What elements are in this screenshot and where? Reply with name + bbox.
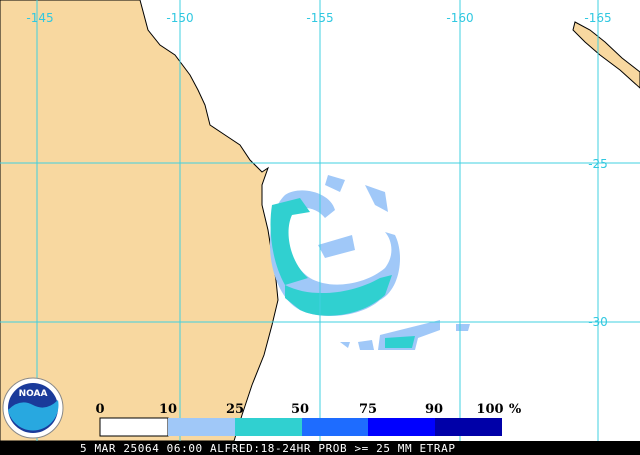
legend-label: 90 (425, 402, 443, 417)
lon-label: -160 (446, 11, 473, 25)
prob-10 (318, 235, 355, 258)
precipitation (270, 175, 470, 350)
legend-swatch (235, 418, 302, 436)
logo-text: NOAA (19, 389, 48, 399)
lat-label: -25 (588, 157, 608, 171)
legend-swatch (99, 417, 169, 437)
prob-10 (325, 175, 388, 212)
legend-label: 25 (226, 402, 244, 417)
prob-10 (340, 324, 470, 350)
lon-label: -165 (584, 11, 611, 25)
prob-25 (270, 198, 310, 285)
prob-25 (285, 275, 392, 316)
legend-label: 0 (95, 402, 104, 417)
legend-swatch (168, 418, 235, 436)
legend-unit: % (509, 402, 522, 417)
lon-label: -145 (26, 11, 53, 25)
noaa-logo: NOAA (2, 377, 64, 439)
legend-label: 75 (359, 402, 377, 417)
legend-label: 100 (476, 402, 503, 417)
land-new-caledonia (572, 21, 640, 89)
footer-text: 5 MAR 25064 06:00 ALFRED:18-24HR PROB >=… (80, 442, 456, 455)
legend-label: 10 (159, 402, 177, 417)
lat-label: -30 (588, 315, 608, 329)
graticule (0, 0, 640, 441)
legend-swatch (368, 418, 435, 436)
lon-label: -150 (166, 11, 193, 25)
legend-swatch (302, 418, 368, 436)
footer-bar (0, 441, 640, 455)
lon-label: -155 (306, 11, 333, 25)
legend-swatch (435, 418, 502, 436)
prob-25 (385, 336, 415, 348)
logo-wave (8, 400, 59, 431)
legend: 0 10 25 50 75 90 100 % (95, 402, 522, 437)
legend-label: 50 (291, 402, 309, 417)
